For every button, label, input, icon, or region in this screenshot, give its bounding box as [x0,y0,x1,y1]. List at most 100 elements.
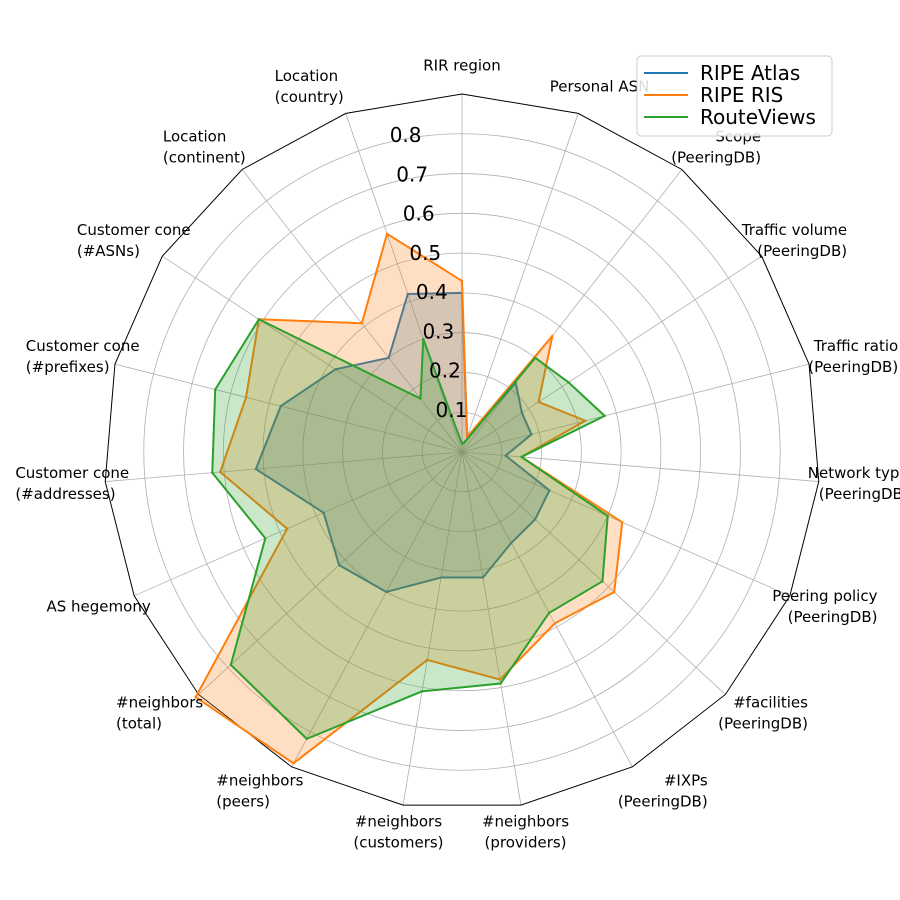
axis-label-9-line-1: #IXPs [664,771,708,789]
axis-label-19: Location (country) [275,67,344,106]
data-point-ripe-ris-14 [285,527,289,530]
axis-label-14-line-1: AS hegemony [47,598,151,616]
data-point-ripe-atlas-10 [481,576,485,579]
data-point-routeviews-9 [547,611,551,615]
grid-spoke-13 [198,451,463,695]
tick-label-1: 0.1 [436,398,468,422]
data-point-ripe-ris-10 [498,678,502,681]
data-point-ripe-ris-18 [360,322,364,325]
data-point-ripe-atlas-12 [385,590,388,594]
axis-label-18-line-1: Location [163,127,226,145]
grid-spoke-9 [461,451,633,768]
series-area-ripe-ris [194,232,624,765]
legend-label-ripe-ris: RIPE RIS [700,83,783,107]
axis-label-13-line-2: (total) [116,714,162,732]
axis-label-5: Traffic ratio (PeeringDB) [808,337,898,376]
axis-label-6-line-1: Network type [808,464,900,482]
legend-label-routeviews: RouteViews [700,105,816,129]
data-point-routeviews-4 [567,381,570,384]
axis-label-12: #neighbors (peers) [216,771,303,810]
axis-label-19-line-2: (country) [275,88,344,106]
data-point-ripe-ris-1 [460,279,464,283]
axis-label-9-line-2: (PeeringDB) [618,792,708,810]
data-point-ripe-ris-12 [292,762,295,765]
data-point-ripe-atlas-16 [279,404,282,408]
grid-spoke-7 [461,451,791,597]
axis-label-17: Customer cone (#ASNs) [77,221,191,260]
axis-label-14: AS hegemony [47,598,151,616]
grid-spoke-11 [402,451,463,806]
radar-frame [104,93,820,806]
data-point-ripe-ris-7 [621,521,624,524]
data-point-ripe-ris-9 [553,622,556,625]
tick-label-8: 0.8 [390,123,422,147]
grid-spoke-18 [241,169,463,453]
data-point-ripe-atlas-7 [548,489,551,492]
axis-label-3-line-2: (PeeringDB) [671,148,761,166]
grid-spoke-16 [114,363,463,453]
legend-label-ripe-atlas: RIPE Atlas [700,61,800,85]
data-point-ripe-ris-5 [584,419,587,422]
axis-label-11-line-2: (customers) [353,834,443,852]
data-point-routeviews-14 [264,537,267,540]
data-point-ripe-ris-11 [426,658,429,662]
data-point-ripe-atlas-11 [439,576,443,579]
axis-label-9: #IXPs (PeeringDB) [618,771,708,810]
axis-label-10-line-1: #neighbors [482,813,569,831]
axis-label-2: Personal ASN [550,77,650,95]
axis-label-18-line-2: (continent) [163,148,246,166]
radar-series [194,232,624,765]
data-point-routeviews-11 [420,690,424,693]
grid-spoke-5 [461,363,810,453]
axis-label-15: Customer cone (#addresses) [15,464,129,503]
radial-tick-labels: 0.1 0.2 0.3 0.4 0.5 0.6 0.7 0.8 [390,123,468,422]
data-point-routeviews-17 [257,318,261,321]
data-point-routeviews-8 [601,580,604,583]
axis-label-7-line-1: Peering policy [772,587,877,605]
axis-label-4-line-2: (PeeringDB) [757,242,847,260]
grid-spoke-12 [291,451,463,768]
data-point-ripe-atlas-9 [510,541,513,545]
data-point-routeviews-5 [603,414,606,418]
tick-label-6: 0.6 [403,202,435,226]
data-point-routeviews-3 [534,356,537,360]
series-area-routeviews [211,318,609,740]
data-point-routeviews-2 [464,439,468,442]
data-point-routeviews-7 [606,514,609,518]
grid-spoke-10 [461,451,522,806]
radar-grid [104,93,820,806]
tick-label-2: 0.2 [429,359,461,383]
data-point-ripe-atlas-13 [337,563,341,567]
grid-spoke-8 [461,451,726,695]
data-point-ripe-ris-4 [537,400,540,404]
data-point-ripe-atlas-15 [254,467,258,471]
grid-spoke-4 [461,255,762,453]
axis-label-11-line-1: #neighbors [355,813,442,831]
axis-label-17-line-1: Customer cone [77,221,191,239]
axis-label-6: Network type (PeeringDB) [808,464,900,503]
axis-label-1: RIR region [423,57,500,75]
tick-label-4: 0.4 [416,280,448,304]
axis-label-5-line-1: Traffic ratio [813,337,898,355]
grid-spoke-15 [105,451,463,482]
axis-label-2-line-1: Personal ASN [550,77,650,95]
axis-label-12-line-2: (peers) [216,792,270,810]
axis-label-4-line-1: Traffic volume [741,221,847,239]
axis-label-10: #neighbors (providers) [482,813,569,852]
data-point-ripe-atlas-14 [322,511,325,514]
axis-label-11: #neighbors (customers) [353,813,443,852]
grid-spoke-14 [133,451,463,597]
data-point-ripe-atlas-4 [520,411,524,415]
data-point-ripe-atlas-6 [504,454,507,457]
data-point-routeviews-1 [460,442,464,446]
axis-label-16-line-2: (#prefixes) [26,358,110,376]
data-point-routeviews-15 [211,471,214,474]
axis-label-16-line-1: Customer cone [26,337,140,355]
axis-label-10-line-2: (providers) [485,834,567,852]
axis-label-18: Location (continent) [163,127,246,166]
axis-label-8-line-1: #facilities [733,693,808,711]
axis-label-8: #facilities (PeeringDB) [718,693,808,732]
axis-label-17-line-2: (#ASNs) [77,242,140,260]
axis-label-16: Customer cone (#prefixes) [26,337,140,376]
series-area-ripe-atlas [254,291,551,593]
